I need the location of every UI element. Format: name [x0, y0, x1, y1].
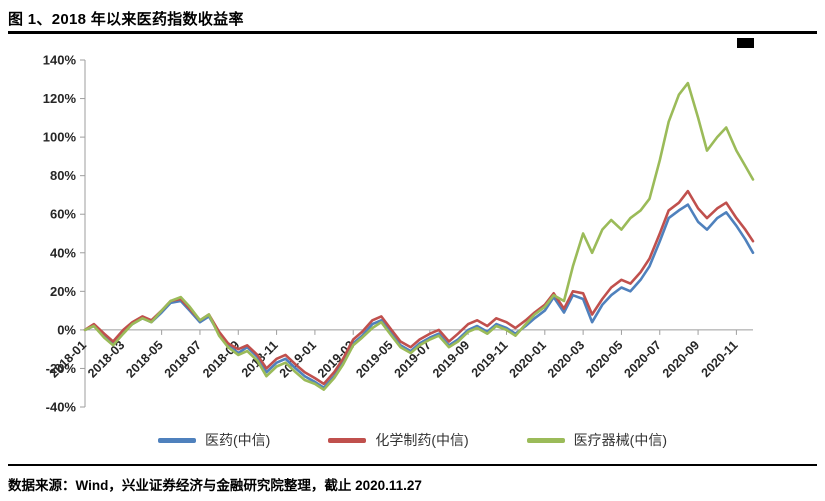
x-axis-label: 2020-01 — [507, 338, 549, 380]
legend-item-0: 医药(中信) — [158, 430, 270, 450]
x-axis-label: 2019-11 — [469, 338, 511, 380]
y-axis-label: -40% — [46, 400, 77, 415]
x-axis-label: 2020-09 — [660, 338, 702, 380]
line-chart: 140% 120% 100% 80% 60% 40% 20% 0% -20% -40% 2018-0… — [43, 53, 755, 415]
legend-swatch-0 — [158, 437, 196, 443]
legend-swatch-1 — [328, 437, 367, 443]
x-axis-label: 2018-07 — [162, 338, 204, 380]
legend-item-2: 医疗器械(中信) — [526, 430, 667, 450]
title-rule — [8, 31, 817, 34]
y-axis-label: -20% — [46, 361, 77, 376]
x-axis-label: 2020-05 — [583, 338, 625, 380]
series-line-2 — [83, 81, 755, 391]
corner-marker — [737, 38, 754, 48]
legend-label-2: 医疗器械(中信) — [573, 432, 667, 448]
x-axis-label: 2018-09 — [200, 338, 242, 380]
y-axis-label: 80% — [50, 168, 76, 183]
y-axis-label: 20% — [50, 284, 76, 299]
x-axis-label: 2018-03 — [85, 338, 127, 380]
legend: 医药(中信) 化学制药(中信) 医疗器械(中信) — [0, 430, 825, 450]
y-axis-label: 60% — [50, 207, 76, 222]
y-axis-label: 100% — [43, 130, 77, 145]
x-axis-label: 2020-03 — [545, 338, 587, 380]
y-axis-label: 140% — [43, 53, 77, 68]
x-axis-label: 2018-05 — [123, 338, 165, 380]
x-axis-label: 2020-07 — [622, 338, 664, 380]
legend-swatch-2 — [526, 437, 565, 443]
y-axis-label: 0% — [57, 322, 76, 337]
y-axis-label: 120% — [43, 91, 77, 106]
legend-label-1: 化学制药(中信) — [375, 432, 469, 448]
bottom-rule — [8, 464, 817, 466]
figure-title: 图 1、2018 年以来医药指数收益率 — [8, 11, 244, 28]
source-note: 数据来源：Wind，兴业证券经济与金融研究院整理，截止 2020.11.27 — [8, 478, 422, 493]
legend-item-1: 化学制药(中信) — [328, 430, 469, 450]
legend-label-0: 医药(中信) — [205, 432, 271, 448]
y-axis-label: 40% — [50, 245, 76, 260]
x-axis-label: 2019-05 — [353, 338, 395, 380]
x-axis-label: 2020-11 — [699, 338, 741, 380]
